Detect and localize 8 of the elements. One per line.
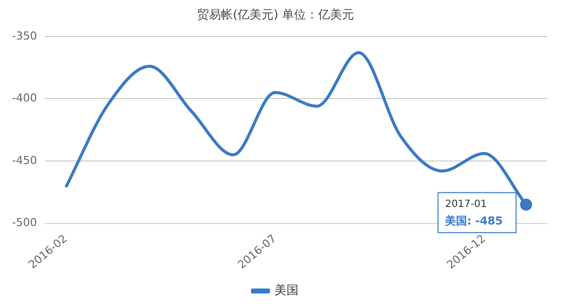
chart-title: 贸易帐(亿美元) 单位：亿美元 — [196, 7, 354, 22]
y-tick-label: -350 — [12, 29, 37, 42]
annotation: 美国: -485 — [444, 214, 503, 228]
y-tick-label: -400 — [12, 92, 37, 105]
y-tick-label: -500 — [12, 216, 37, 230]
legend-label: 美国 — [274, 283, 298, 298]
y-tick-label: -450 — [12, 154, 37, 167]
annotation: 2017-01 — [445, 199, 487, 210]
